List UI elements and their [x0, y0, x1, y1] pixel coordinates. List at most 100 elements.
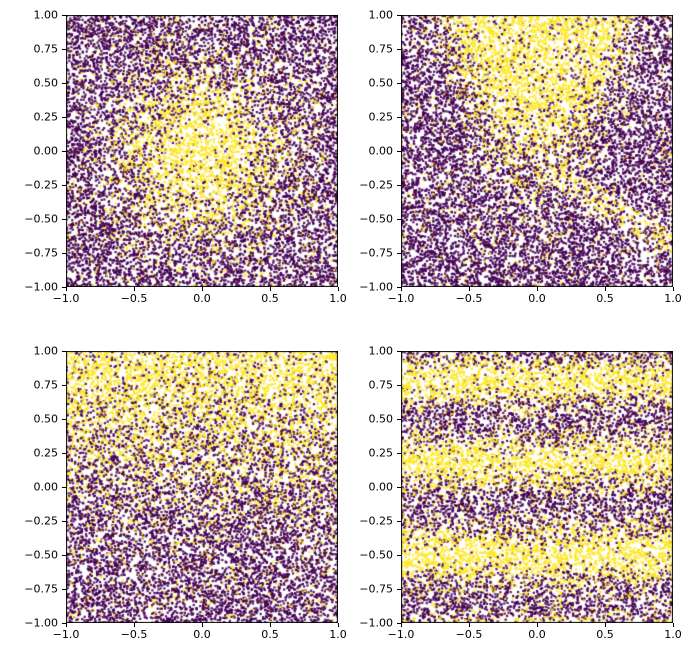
y-tick-label: 0.00 [33, 480, 59, 494]
x-tick-mark [536, 287, 538, 291]
y-tick-mark [397, 452, 401, 454]
y-tick-label: 0.25 [33, 446, 59, 460]
y-tick-mark [62, 286, 66, 288]
y-tick-mark [397, 48, 401, 50]
y-tick-mark [62, 622, 66, 624]
y-tick-mark [397, 588, 401, 590]
x-tick-label: 1.0 [664, 292, 682, 305]
x-tick-mark [337, 623, 339, 627]
x-tick-label: −0.5 [120, 628, 148, 641]
x-tick-mark [400, 623, 402, 627]
y-tick-label: −0.75 [24, 582, 58, 596]
y-tick-label: −0.75 [359, 582, 393, 596]
x-tick-mark [201, 623, 203, 627]
x-tick-mark [201, 287, 203, 291]
y-tick-mark [397, 218, 401, 220]
y-tick-label: 0.50 [33, 412, 59, 426]
subplot-top-left: 1.00 0.75 0.50 0.25 0.00 −0.25 −0.50 −0.75 −1.00… [24, 10, 346, 305]
y-tick-label: 0.75 [33, 42, 59, 56]
subplot-bottom-right: 1.00 0.75 0.50 0.25 0.00 −0.25 −0.50 −0.75 −1.00… [359, 346, 681, 641]
subplot-top-right: 1.00 0.75 0.50 0.25 0.00 −0.25 −0.50 −0.75 −1.00… [359, 10, 681, 305]
x-tick-label: −1.0 [52, 292, 80, 305]
x-tick-mark [65, 623, 67, 627]
x-tick-mark [400, 287, 402, 291]
y-tick-label: 1.00 [33, 344, 59, 358]
y-tick-label: −0.50 [359, 548, 393, 562]
x-tick-label: 1.0 [329, 628, 347, 641]
y-tick-mark [397, 252, 401, 254]
x-tick-label: −1.0 [52, 628, 80, 641]
y-tick-label: 0.50 [33, 76, 59, 90]
x-tick-label: 1.0 [664, 628, 682, 641]
x-tick-label: 1.0 [329, 292, 347, 305]
y-tick-label: 1.00 [33, 8, 59, 22]
y-tick-label: 0.75 [368, 378, 394, 392]
x-tick-mark [536, 623, 538, 627]
x-tick-mark [468, 287, 470, 291]
x-tick-label: 0.0 [193, 628, 211, 641]
y-tick-label: −1.00 [24, 280, 58, 294]
y-tick-mark [397, 14, 401, 16]
y-tick-mark [397, 82, 401, 84]
y-tick-label: 0.75 [33, 378, 59, 392]
y-tick-mark [62, 48, 66, 50]
x-tick-mark [604, 287, 606, 291]
x-tick-label: −1.0 [387, 292, 415, 305]
x-tick-mark [269, 623, 271, 627]
y-tick-label: 0.50 [368, 76, 394, 90]
y-tick-label: −0.75 [359, 246, 393, 260]
y-tick-mark [397, 384, 401, 386]
y-tick-mark [62, 452, 66, 454]
x-tick-label: −0.5 [455, 628, 483, 641]
y-tick-mark [62, 218, 66, 220]
y-tick-mark [397, 184, 401, 186]
y-tick-label: −0.25 [359, 514, 393, 528]
y-tick-mark [397, 520, 401, 522]
x-tick-label: 0.5 [596, 628, 614, 641]
y-tick-label: −1.00 [359, 280, 393, 294]
y-tick-mark [397, 622, 401, 624]
y-tick-label: 0.25 [368, 446, 394, 460]
y-tick-label: 0.75 [368, 42, 394, 56]
x-tick-mark [604, 623, 606, 627]
y-tick-mark [397, 150, 401, 152]
y-tick-label: 0.50 [368, 412, 394, 426]
x-tick-label: 0.0 [193, 292, 211, 305]
y-tick-label: −0.25 [24, 514, 58, 528]
y-tick-label: −0.50 [24, 212, 58, 226]
y-tick-mark [397, 418, 401, 420]
y-tick-mark [397, 554, 401, 556]
y-tick-mark [62, 14, 66, 16]
x-tick-mark [337, 287, 339, 291]
y-tick-mark [62, 350, 66, 352]
y-tick-label: −0.50 [24, 548, 58, 562]
x-tick-mark [65, 287, 67, 291]
y-tick-label: −0.25 [24, 178, 58, 192]
y-tick-mark [397, 486, 401, 488]
y-tick-mark [62, 588, 66, 590]
y-tick-mark [62, 150, 66, 152]
y-tick-label: 0.25 [368, 110, 394, 124]
y-tick-label: −0.50 [359, 212, 393, 226]
y-tick-mark [62, 82, 66, 84]
x-tick-label: 0.5 [596, 292, 614, 305]
y-tick-mark [62, 554, 66, 556]
y-tick-label: 1.00 [368, 8, 394, 22]
y-tick-label: −1.00 [359, 616, 393, 630]
y-tick-mark [62, 116, 66, 118]
x-tick-label: 0.0 [528, 292, 546, 305]
x-tick-label: −0.5 [120, 292, 148, 305]
scatter-canvas-top-left [66, 15, 338, 287]
y-tick-label: 0.25 [33, 110, 59, 124]
x-tick-mark [468, 623, 470, 627]
x-tick-label: 0.5 [261, 628, 279, 641]
y-tick-label: 0.00 [368, 480, 394, 494]
y-tick-label: 0.00 [33, 144, 59, 158]
x-tick-mark [672, 623, 674, 627]
y-tick-mark [397, 286, 401, 288]
y-tick-mark [62, 184, 66, 186]
scatter-canvas-top-right [401, 15, 673, 287]
scatter-canvas-bottom-right [401, 351, 673, 623]
y-tick-label: 0.00 [368, 144, 394, 158]
y-tick-mark [397, 116, 401, 118]
